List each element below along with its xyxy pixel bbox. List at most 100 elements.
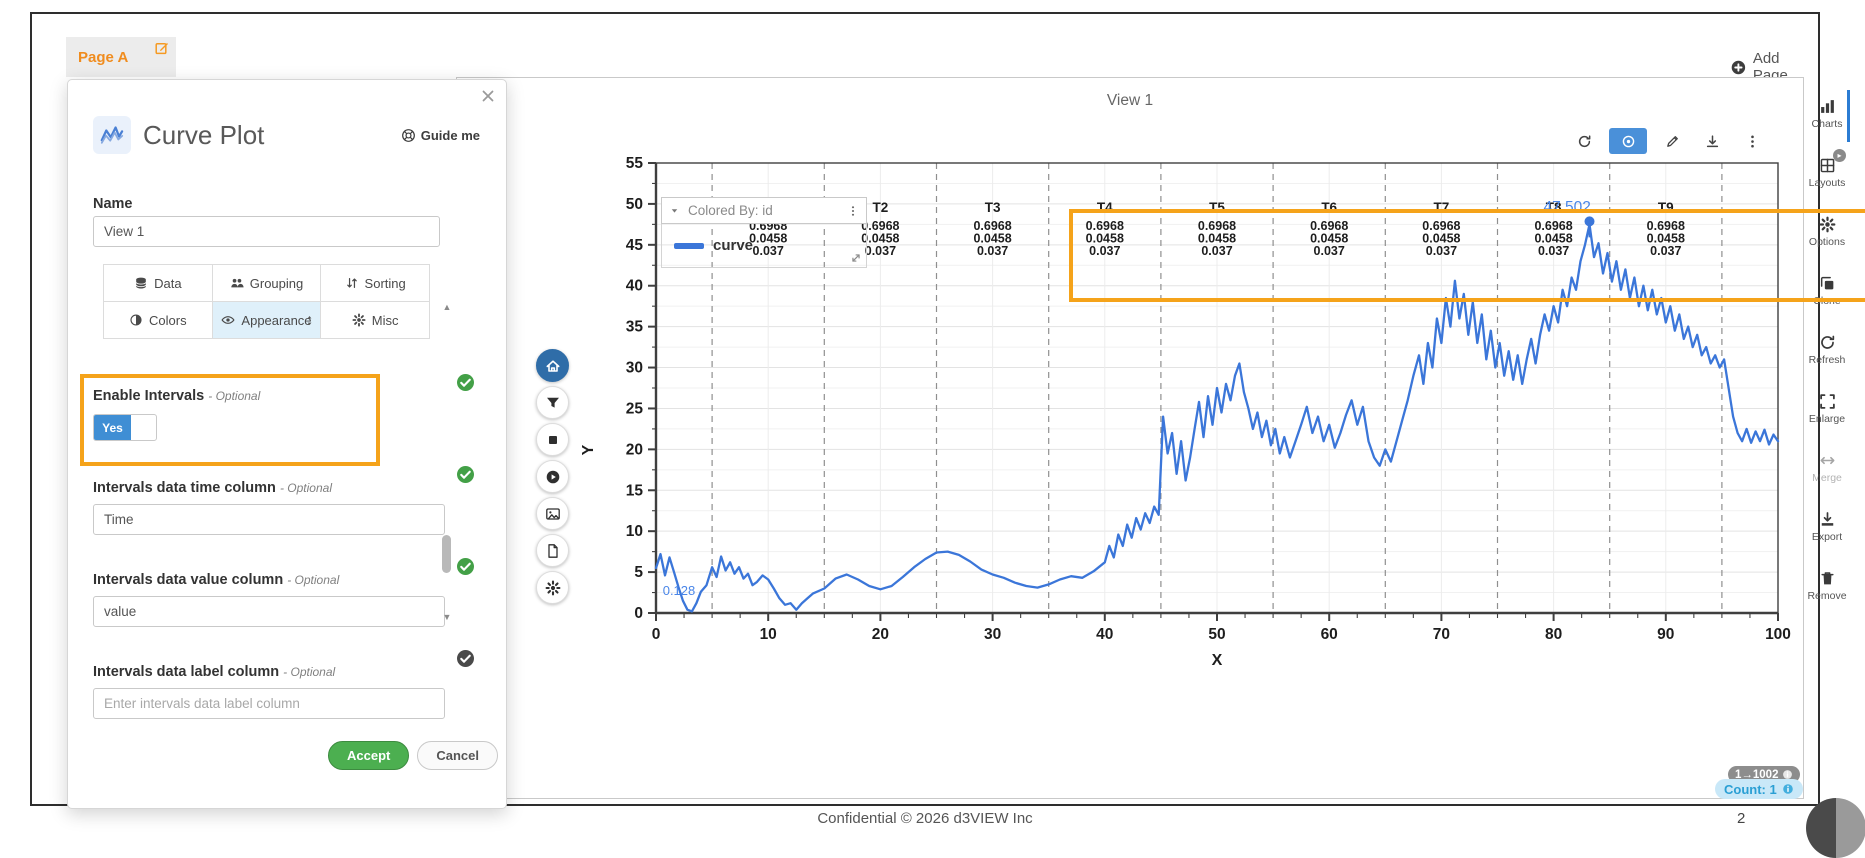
legend-title: Colored By: id <box>688 203 773 218</box>
y-tick-label: 15 <box>626 482 644 499</box>
y-axis-title: Y <box>580 444 597 455</box>
x-tick-label: 50 <box>1208 626 1225 643</box>
guide-me-button[interactable]: Guide me <box>401 128 480 143</box>
lifebuoy-icon <box>401 128 416 143</box>
sidebar-item-label: Options <box>1808 236 1846 248</box>
x-tick-label: 60 <box>1321 626 1338 643</box>
info-icon[interactable] <box>1782 769 1793 780</box>
chart-legend[interactable]: Colored By: id curve <box>661 197 867 268</box>
field-input[interactable] <box>93 596 445 627</box>
interval-value: 0.0458 <box>1198 232 1236 246</box>
resize-icon[interactable] <box>849 251 863 265</box>
sidebar-item-remove[interactable]: Remove <box>1804 566 1850 606</box>
colors-icon <box>129 313 143 327</box>
tab-misc[interactable]: Misc <box>321 302 430 339</box>
filter-icon <box>545 395 561 411</box>
sidebar-item-label: Enlarge <box>1808 413 1846 425</box>
legend-header[interactable]: Colored By: id <box>661 197 867 224</box>
chevron-down-icon[interactable] <box>669 205 680 216</box>
scrollbar-thumb[interactable] <box>442 535 451 573</box>
tab-grouping[interactable]: Grouping <box>212 265 322 302</box>
sidebar-item-clone[interactable]: Clone <box>1804 271 1850 311</box>
stop-button[interactable] <box>536 423 569 456</box>
y-tick-label: 45 <box>626 237 644 254</box>
field-intervals-data-time-column: Intervals data time column - Optional <box>93 466 488 564</box>
tab-data[interactable]: Data <box>104 265 213 302</box>
tab-appearance[interactable]: Appearance <box>212 302 322 339</box>
view-name-input[interactable] <box>93 216 440 247</box>
right-sidebar: Charts ▸ Layouts Options Clone Refresh Enlarge… <box>1804 28 1850 818</box>
x-tick-label: 70 <box>1433 626 1450 643</box>
field-intervals-data-label-column: Intervals data label column - Optional <box>93 650 488 748</box>
more-button[interactable] <box>1737 128 1767 154</box>
interval-value: 0.037 <box>865 244 896 258</box>
layouts-icon <box>1819 157 1836 174</box>
tab-sorting[interactable]: Sorting <box>321 265 430 302</box>
series-label[interactable]: curve <box>713 237 754 254</box>
tab-colors[interactable]: Colors <box>104 302 213 339</box>
image-button[interactable] <box>536 497 569 530</box>
appearance-icon <box>221 313 235 327</box>
sidebar-item-options[interactable]: Options <box>1804 212 1850 252</box>
accept-button[interactable]: Accept <box>328 741 410 770</box>
scroll-up-icon[interactable]: ▲ <box>442 302 452 312</box>
gear-icon <box>1819 216 1836 233</box>
scroll-down-icon[interactable]: ▼ <box>442 612 452 622</box>
field-label: Intervals data value column - Optional <box>93 572 340 588</box>
field-input[interactable] <box>93 688 445 719</box>
sidebar-item-refresh[interactable]: Refresh <box>1804 330 1850 370</box>
y-tick-label: 25 <box>626 400 644 417</box>
export-icon <box>1819 511 1836 528</box>
download-button[interactable] <box>1697 128 1727 154</box>
tab-label: Data <box>154 275 182 291</box>
sidebar-item-label: Clone <box>1813 295 1841 307</box>
info-icon[interactable] <box>1782 783 1794 795</box>
tab-label: Grouping <box>249 275 304 291</box>
theme-toggle-fab[interactable] <box>1806 798 1865 858</box>
x-tick-label: 0 <box>652 626 661 643</box>
play-button[interactable] <box>536 460 569 493</box>
tab-label: Misc <box>371 312 399 328</box>
report-button[interactable] <box>536 534 569 567</box>
annotate-button[interactable] <box>1657 128 1687 154</box>
sidebar-item-layouts[interactable]: ▸ Layouts <box>1804 149 1850 193</box>
count-badge-text: Count: 1 <box>1724 781 1777 797</box>
toggle-on-label: Yes <box>94 415 131 440</box>
field-input[interactable] <box>93 504 445 535</box>
highlight-button[interactable] <box>1609 128 1647 154</box>
interval-value: 0.6968 <box>1422 219 1460 233</box>
interval-value: 0.0458 <box>1310 232 1348 246</box>
enlarge-icon <box>1819 393 1836 410</box>
filter-button[interactable] <box>536 386 569 419</box>
sidebar-item-export[interactable]: Export <box>1804 507 1850 547</box>
page-tab[interactable]: Page A <box>66 37 176 77</box>
panel-scrollbar[interactable]: ▲ ▼ <box>441 302 453 622</box>
curve-series-line[interactable] <box>654 223 1780 613</box>
close-icon[interactable] <box>480 88 496 104</box>
sidebar-item-badge: ▸ <box>1833 149 1846 162</box>
interval-label: T7 <box>1434 200 1450 215</box>
interval-value: 0.0458 <box>1534 232 1572 246</box>
enable-intervals-toggle[interactable]: Yes <box>93 414 157 441</box>
legend-menu-icon[interactable] <box>847 205 859 217</box>
view-title: View 1 <box>1106 92 1154 109</box>
home-button[interactable] <box>536 349 569 382</box>
cancel-button[interactable]: Cancel <box>417 741 498 770</box>
sidebar-item-enlarge[interactable]: Enlarge <box>1804 389 1850 429</box>
interval-value: 0.037 <box>1538 244 1569 258</box>
refresh-button[interactable] <box>1569 128 1599 154</box>
app-frame: Page A Add Page View 1 0 10 20 30 40 50 60 70 80… <box>30 12 1865 809</box>
data-point-marker[interactable] <box>1584 216 1595 227</box>
tab-label: Colors <box>149 312 187 328</box>
interval-value: 0.0458 <box>1422 232 1460 246</box>
x-tick-label: 20 <box>872 626 889 643</box>
settings-button[interactable] <box>536 571 569 604</box>
sidebar-item-charts[interactable]: Charts <box>1804 90 1850 142</box>
name-label: Name <box>93 196 133 212</box>
interval-label: T9 <box>1658 200 1674 215</box>
interval-label: T4 <box>1097 200 1113 215</box>
sorting-icon <box>345 276 359 290</box>
sidebar-item-merge[interactable]: Merge <box>1804 448 1850 488</box>
y-tick-label: 30 <box>626 360 643 377</box>
edit-icon[interactable] <box>154 40 170 56</box>
